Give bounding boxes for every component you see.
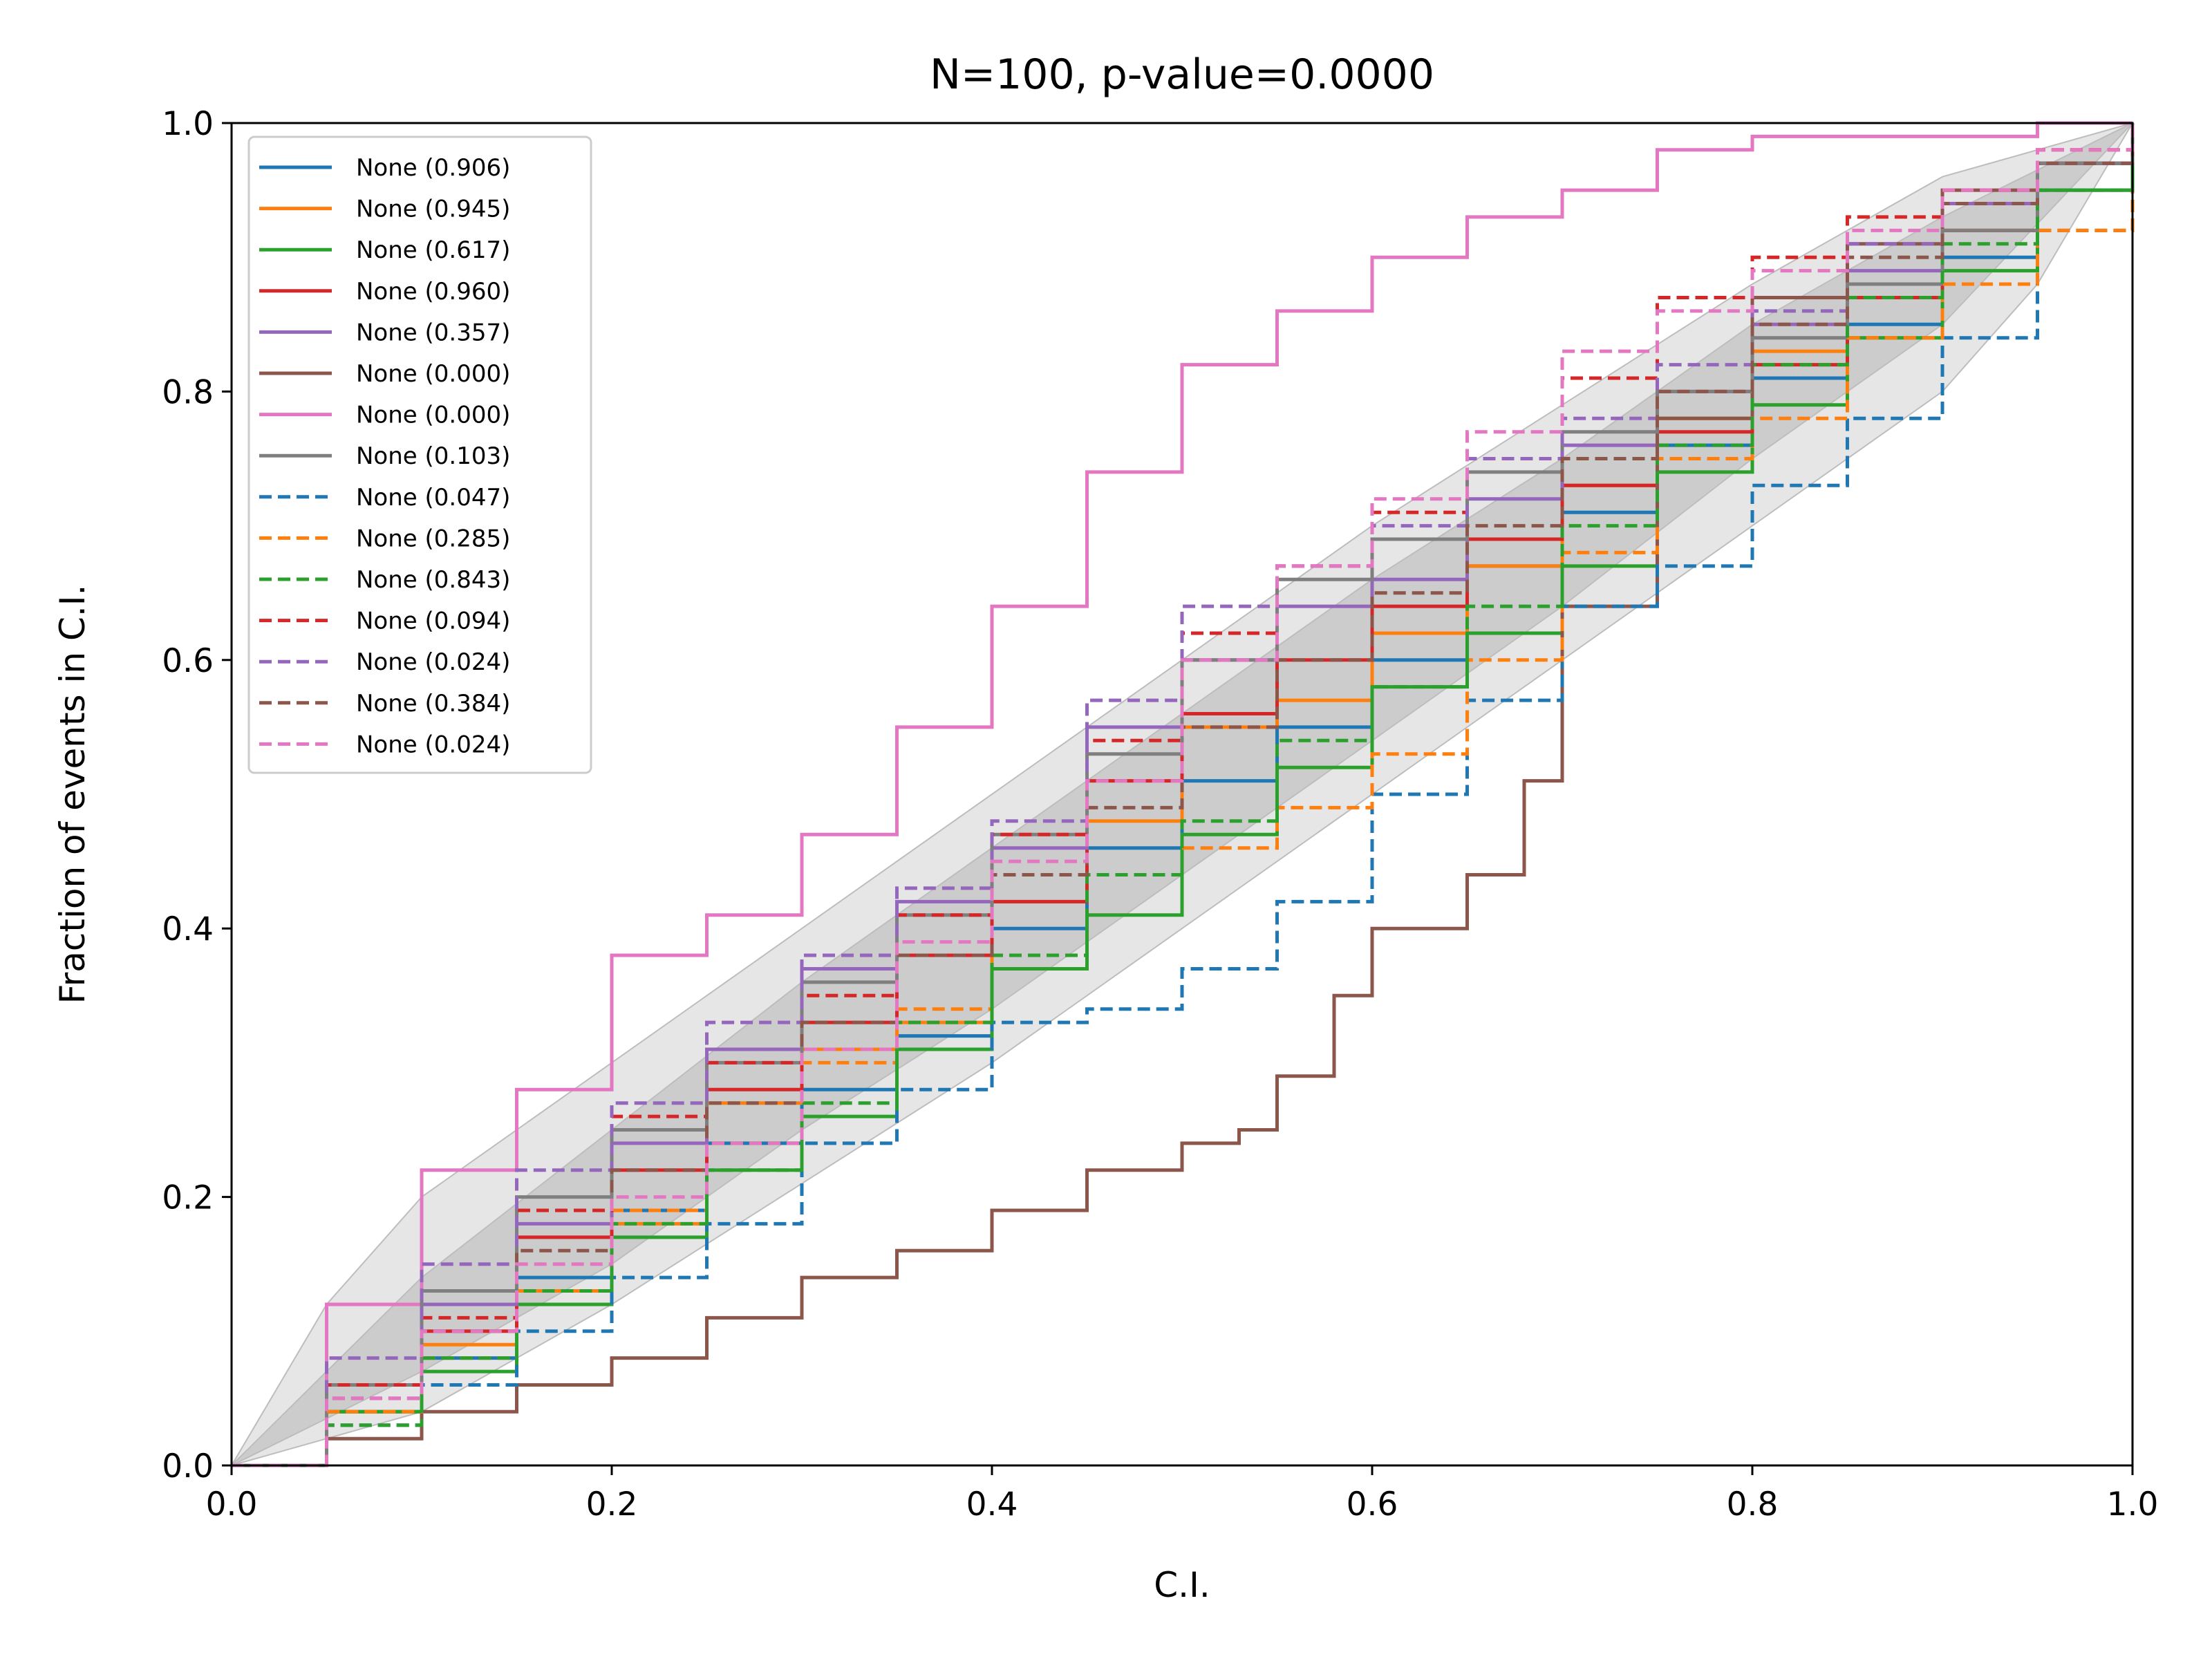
x-tick-label: 0.6 xyxy=(1347,1485,1398,1524)
legend-label: None (0.047) xyxy=(356,484,510,512)
series-line-9 xyxy=(232,123,2135,1468)
legend-label: None (0.384) xyxy=(356,690,510,718)
y-axis-label: Fraction of events in C.I. xyxy=(53,585,93,1004)
plot-frame xyxy=(230,122,2134,1467)
chart-title: N=100, p-value=0.0000 xyxy=(930,50,1434,99)
y-axis-ticks: 0.0 0.2 0.4 0.6 0.8 1.0 xyxy=(162,105,232,1485)
legend-label: None (0.024) xyxy=(356,648,510,676)
y-tick-label: 1.0 xyxy=(162,105,214,143)
x-tick-label: 1.0 xyxy=(2107,1485,2159,1524)
x-tick-label: 0.2 xyxy=(586,1485,638,1524)
legend-label: None (0.000) xyxy=(356,360,510,388)
y-tick-label: 0.8 xyxy=(162,373,214,411)
x-tick-label: 0.0 xyxy=(206,1485,258,1524)
y-tick-label: 0.6 xyxy=(162,642,214,680)
series-line-7 xyxy=(232,121,2133,1468)
x-axis-ticks: 0.0 0.2 0.4 0.6 0.8 1.0 xyxy=(206,1465,2159,1524)
legend-label: None (0.960) xyxy=(356,278,510,306)
legend-label: None (0.000) xyxy=(356,402,510,429)
legend-box xyxy=(247,135,592,774)
legend-label: None (0.357) xyxy=(356,319,510,346)
legend: None (0.906) None (0.945) None (0.617) None… xyxy=(247,135,592,774)
legend-label: None (0.906) xyxy=(356,154,510,182)
legend-label: None (0.094) xyxy=(356,608,510,635)
legend-label: None (0.843) xyxy=(356,566,510,594)
x-tick-label: 0.4 xyxy=(966,1485,1018,1524)
legend-label: None (0.945) xyxy=(356,196,510,223)
series-lines xyxy=(232,121,2135,1468)
legend-label: None (0.617) xyxy=(356,236,510,264)
legend-label: None (0.103) xyxy=(356,442,510,470)
y-tick-label: 0.4 xyxy=(162,910,214,948)
legend-label: None (0.024) xyxy=(356,731,510,758)
series-line-6 xyxy=(232,123,2135,1468)
legend-label: None (0.285) xyxy=(356,525,510,552)
series-line-15 xyxy=(232,123,2135,1468)
y-tick-label: 0.2 xyxy=(162,1179,214,1217)
series-line-11 xyxy=(232,123,2135,1468)
x-tick-label: 0.8 xyxy=(1727,1485,1779,1524)
y-tick-label: 0.0 xyxy=(162,1447,214,1485)
x-axis-label: C.I. xyxy=(1154,1565,1210,1605)
